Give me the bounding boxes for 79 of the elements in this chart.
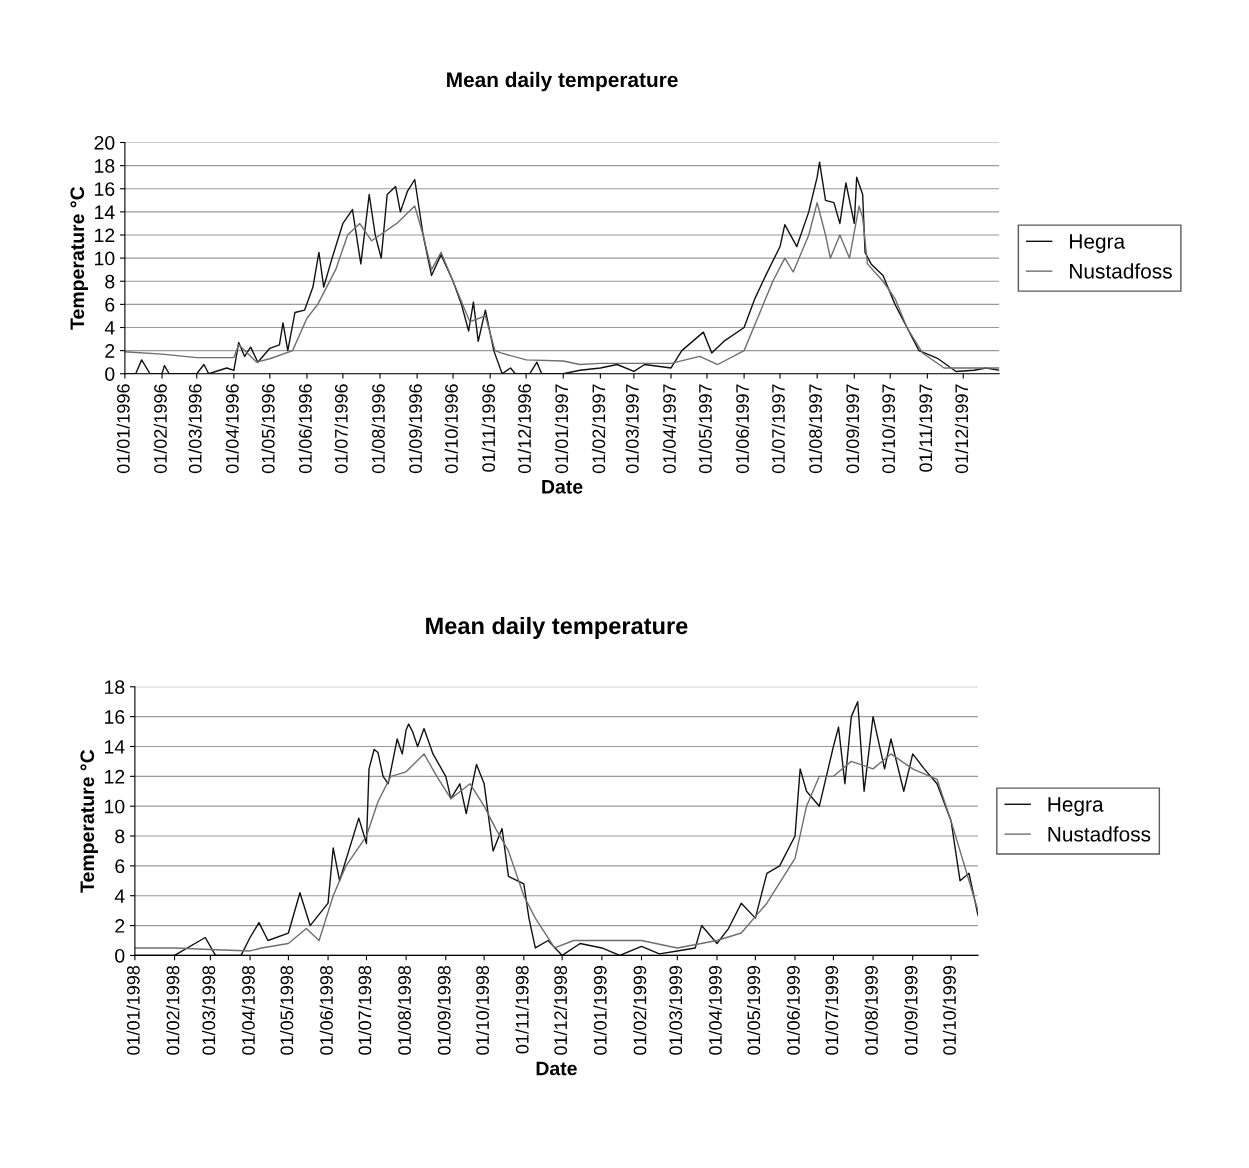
x-tick-label: 01/10/1996	[444, 384, 458, 474]
chart-title: Mean daily temperature	[426, 616, 688, 639]
y-tick-label: 18	[95, 159, 115, 173]
y-tick-label: 12	[105, 769, 125, 784]
y-tick-label: 16	[95, 182, 115, 196]
x-tick-label: 01/12/1996	[517, 384, 531, 474]
x-tick-label: 01/09/1997	[845, 384, 860, 474]
y-tick-label: 2	[105, 344, 115, 358]
y-tick-label: 20	[94, 135, 115, 150]
y-tick-label: 6	[115, 859, 125, 874]
x-tick-label: 01/11/1998	[515, 965, 529, 1054]
line-series	[124, 201, 1000, 369]
x-axis-title: Date	[542, 480, 583, 494]
x-tick-label: 01/08/1996	[371, 384, 385, 474]
x-tick-label: 01/06/1998	[319, 965, 333, 1055]
y-tick-label: 18	[105, 680, 125, 695]
y-tick-label: 14	[105, 740, 125, 754]
x-tick-label: 01/04/1996	[225, 384, 239, 474]
y-tick-label: 4	[114, 889, 125, 903]
x-tick-label: 01/07/1997	[771, 384, 785, 474]
x-tick-label: 01/03/1999	[668, 965, 683, 1055]
chart-title: Mean daily temperature	[447, 71, 678, 92]
y-axis-title: Temperature °C	[80, 749, 98, 893]
y-axis-title: Temperature °C	[70, 186, 88, 330]
legend-label: Hegra	[1048, 797, 1104, 816]
x-tick-label: 01/05/1997	[698, 384, 712, 474]
x-tick-label: 01/08/1997	[808, 384, 822, 474]
y-tick-label: 0	[115, 948, 125, 963]
x-tick-label: 01/01/1998	[126, 965, 140, 1055]
x-tick-label: 01/03/1998	[201, 965, 216, 1055]
legend-label: Nustadfoss	[1070, 263, 1172, 279]
y-tick-label: 8	[105, 274, 115, 289]
y-tick-label: 4	[104, 321, 115, 335]
x-tick-label: 01/09/1996	[408, 384, 422, 474]
y-tick-label: 12	[95, 228, 115, 243]
y-tick-label: 10	[105, 799, 125, 814]
x-tick-label: 01/02/1998	[166, 965, 180, 1055]
line-series	[134, 753, 978, 952]
x-tick-label: 01/07/1998	[358, 965, 372, 1055]
x-tick-label: 01/09/1999	[904, 965, 918, 1055]
x-tick-label: 01/12/1997	[954, 384, 969, 474]
x-tick-label: 01/05/1999	[746, 965, 761, 1055]
x-tick-label: 01/10/1998	[475, 965, 489, 1055]
x-tick-label: 01/10/1999	[942, 965, 956, 1055]
x-tick-label: 01/06/1999	[786, 965, 800, 1055]
x-tick-label: 01/10/1997	[881, 384, 896, 474]
x-tick-label: 01/04/1999	[708, 965, 722, 1055]
x-tick-label: 01/04/1997	[662, 384, 676, 474]
legend-label: Nustadfoss	[1048, 826, 1151, 842]
x-tick-label: 01/01/1997	[554, 384, 569, 474]
x-tick-label: 01/12/1998	[553, 965, 568, 1055]
x-tick-label: 01/05/1996	[261, 384, 275, 474]
y-tick-label: 2	[115, 919, 125, 933]
x-tick-label: 01/11/1997	[918, 384, 933, 472]
x-tick-label: 01/01/1999	[593, 965, 607, 1055]
y-tick-label: 6	[105, 297, 115, 312]
x-tick-label: 01/02/1997	[591, 384, 606, 474]
y-tick-label: 14	[95, 205, 115, 219]
y-tick-label: 8	[115, 829, 125, 844]
y-tick-label: 0	[105, 367, 115, 381]
x-tick-label: 01/07/1996	[334, 384, 348, 474]
x-tick-label: 01/03/1997	[625, 384, 639, 474]
x-tick-label: 01/07/1999	[824, 965, 839, 1055]
y-tick-label: 10	[95, 251, 115, 266]
x-axis-title: Date	[536, 1061, 577, 1076]
legend-label: Hegra	[1070, 234, 1126, 253]
x-tick-label: 01/03/1996	[188, 384, 202, 474]
x-tick-label: 01/02/1996	[153, 384, 167, 474]
y-tick-label: 16	[105, 710, 125, 724]
x-tick-label: 01/05/1998	[280, 965, 294, 1055]
x-tick-label: 01/01/1996	[116, 384, 130, 474]
x-tick-label: 01/11/1996	[481, 384, 496, 472]
x-tick-label: 01/02/1999	[633, 965, 647, 1055]
x-tick-label: 01/06/1997	[735, 384, 749, 474]
x-tick-label: 01/06/1996	[298, 384, 312, 474]
x-tick-label: 01/08/1998	[397, 965, 411, 1055]
x-tick-label: 01/09/1998	[437, 965, 451, 1055]
x-tick-label: 01/04/1998	[241, 965, 255, 1055]
x-tick-label: 01/08/1999	[864, 965, 878, 1055]
